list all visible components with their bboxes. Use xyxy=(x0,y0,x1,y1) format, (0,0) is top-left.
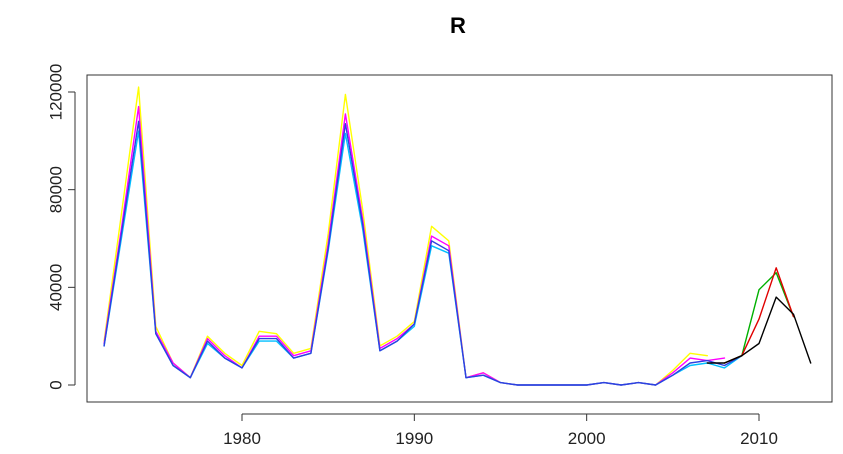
series-line-2 xyxy=(103,105,726,386)
chart-title: R xyxy=(450,13,466,38)
x-tick-label: 2000 xyxy=(568,429,606,448)
y-axis: 0 40000 80000 120000 xyxy=(46,64,76,390)
y-tick-label: 0 xyxy=(46,380,65,389)
series-line-3 xyxy=(103,130,743,386)
x-axis: 1980 1990 2000 2010 xyxy=(223,413,778,448)
y-tick-label: 120000 xyxy=(46,64,65,121)
x-tick-label: 1980 xyxy=(223,429,261,448)
x-tick-label: 2010 xyxy=(740,429,778,448)
series-line-1 xyxy=(103,86,708,386)
x-tick-label: 1990 xyxy=(395,429,433,448)
series-group xyxy=(103,86,812,386)
series-line-7 xyxy=(706,296,812,364)
y-tick-label: 40000 xyxy=(46,264,65,311)
series-line-4 xyxy=(103,120,743,386)
series-line-6 xyxy=(723,267,795,364)
plot-area-frame xyxy=(86,74,833,403)
y-tick-label: 80000 xyxy=(46,166,65,213)
